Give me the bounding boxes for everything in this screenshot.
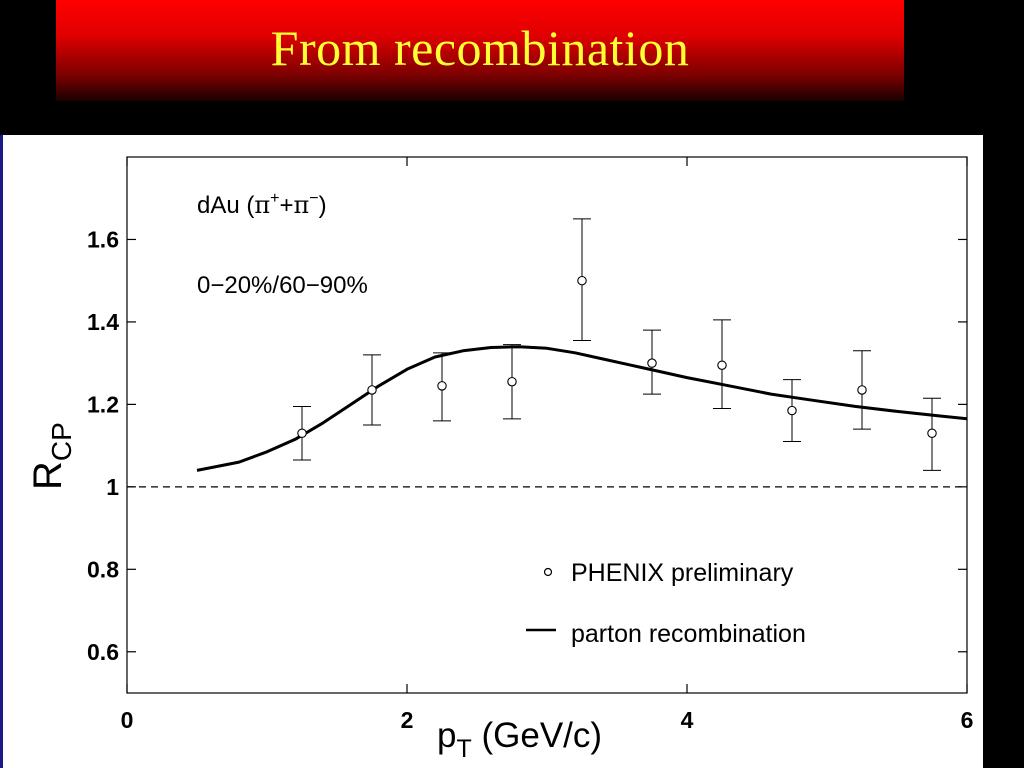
annotation-system-suffix: ) (319, 192, 327, 219)
legend: PHENIX preliminary parton recombination (526, 559, 806, 648)
y-tick-label: 1 (106, 474, 119, 500)
y-tick-label: 1.6 (87, 226, 119, 252)
legend-line-label: parton recombination (571, 620, 806, 648)
data-point (787, 405, 797, 416)
data-point (367, 385, 377, 395)
figure-panel: 0 2 4 6 0.6 0.8 1 1.2 1.4 1.6 dAu (π++π−) 0−20%/6… (0, 135, 983, 768)
pi-minus-symbol: π (294, 191, 310, 219)
slide-title: From recombination (270, 19, 690, 76)
data-point (437, 381, 447, 391)
annotation-system-prefix: dAu ( (197, 192, 254, 219)
data-point (717, 360, 727, 370)
data-point (647, 358, 657, 368)
y-tick-label: 0.8 (87, 556, 119, 582)
x-tick-label: 4 (681, 707, 694, 733)
x-axis-title-unit: (GeV/c) (472, 716, 602, 755)
x-axis-title: pT (GeV/c) (437, 716, 602, 763)
y-axis-title-main: R (26, 461, 70, 490)
recombination-curve (196, 345, 968, 472)
data-point (507, 376, 517, 387)
y-tick-label: 1.4 (87, 309, 119, 335)
data-point (297, 428, 307, 438)
plus-join: + (280, 192, 294, 219)
title-bar: From recombination (56, 0, 904, 101)
x-axis-title-sub: T (456, 735, 471, 763)
data-point (857, 385, 867, 395)
x-tick-label: 6 (961, 707, 974, 733)
data-point (927, 428, 937, 438)
y-axis-title: RCP (26, 422, 77, 490)
minus-superscript: − (309, 190, 318, 207)
plot-frame (126, 156, 968, 694)
annotation-system: dAu (π++π−) (197, 190, 327, 219)
pi-plus-symbol: π (254, 191, 270, 219)
data-point (577, 275, 587, 286)
x-tick-label: 0 (121, 707, 134, 733)
x-tick-label: 2 (401, 707, 414, 733)
chart: 0 2 4 60.60.811.21.41.6 dAu (π++π−) 0−20%/6… (26, 156, 974, 763)
plus-superscript: + (270, 190, 279, 207)
y-tick-label: 1.2 (87, 391, 119, 417)
y-tick-label: 0.6 (87, 639, 119, 665)
x-axis-title-main: p (437, 716, 456, 755)
legend-point-marker (543, 567, 553, 577)
legend-points-label: PHENIX preliminary (571, 559, 794, 587)
annotation-centrality: 0−20%/60−90% (197, 272, 368, 299)
y-axis-title-sub: CP (46, 422, 77, 461)
